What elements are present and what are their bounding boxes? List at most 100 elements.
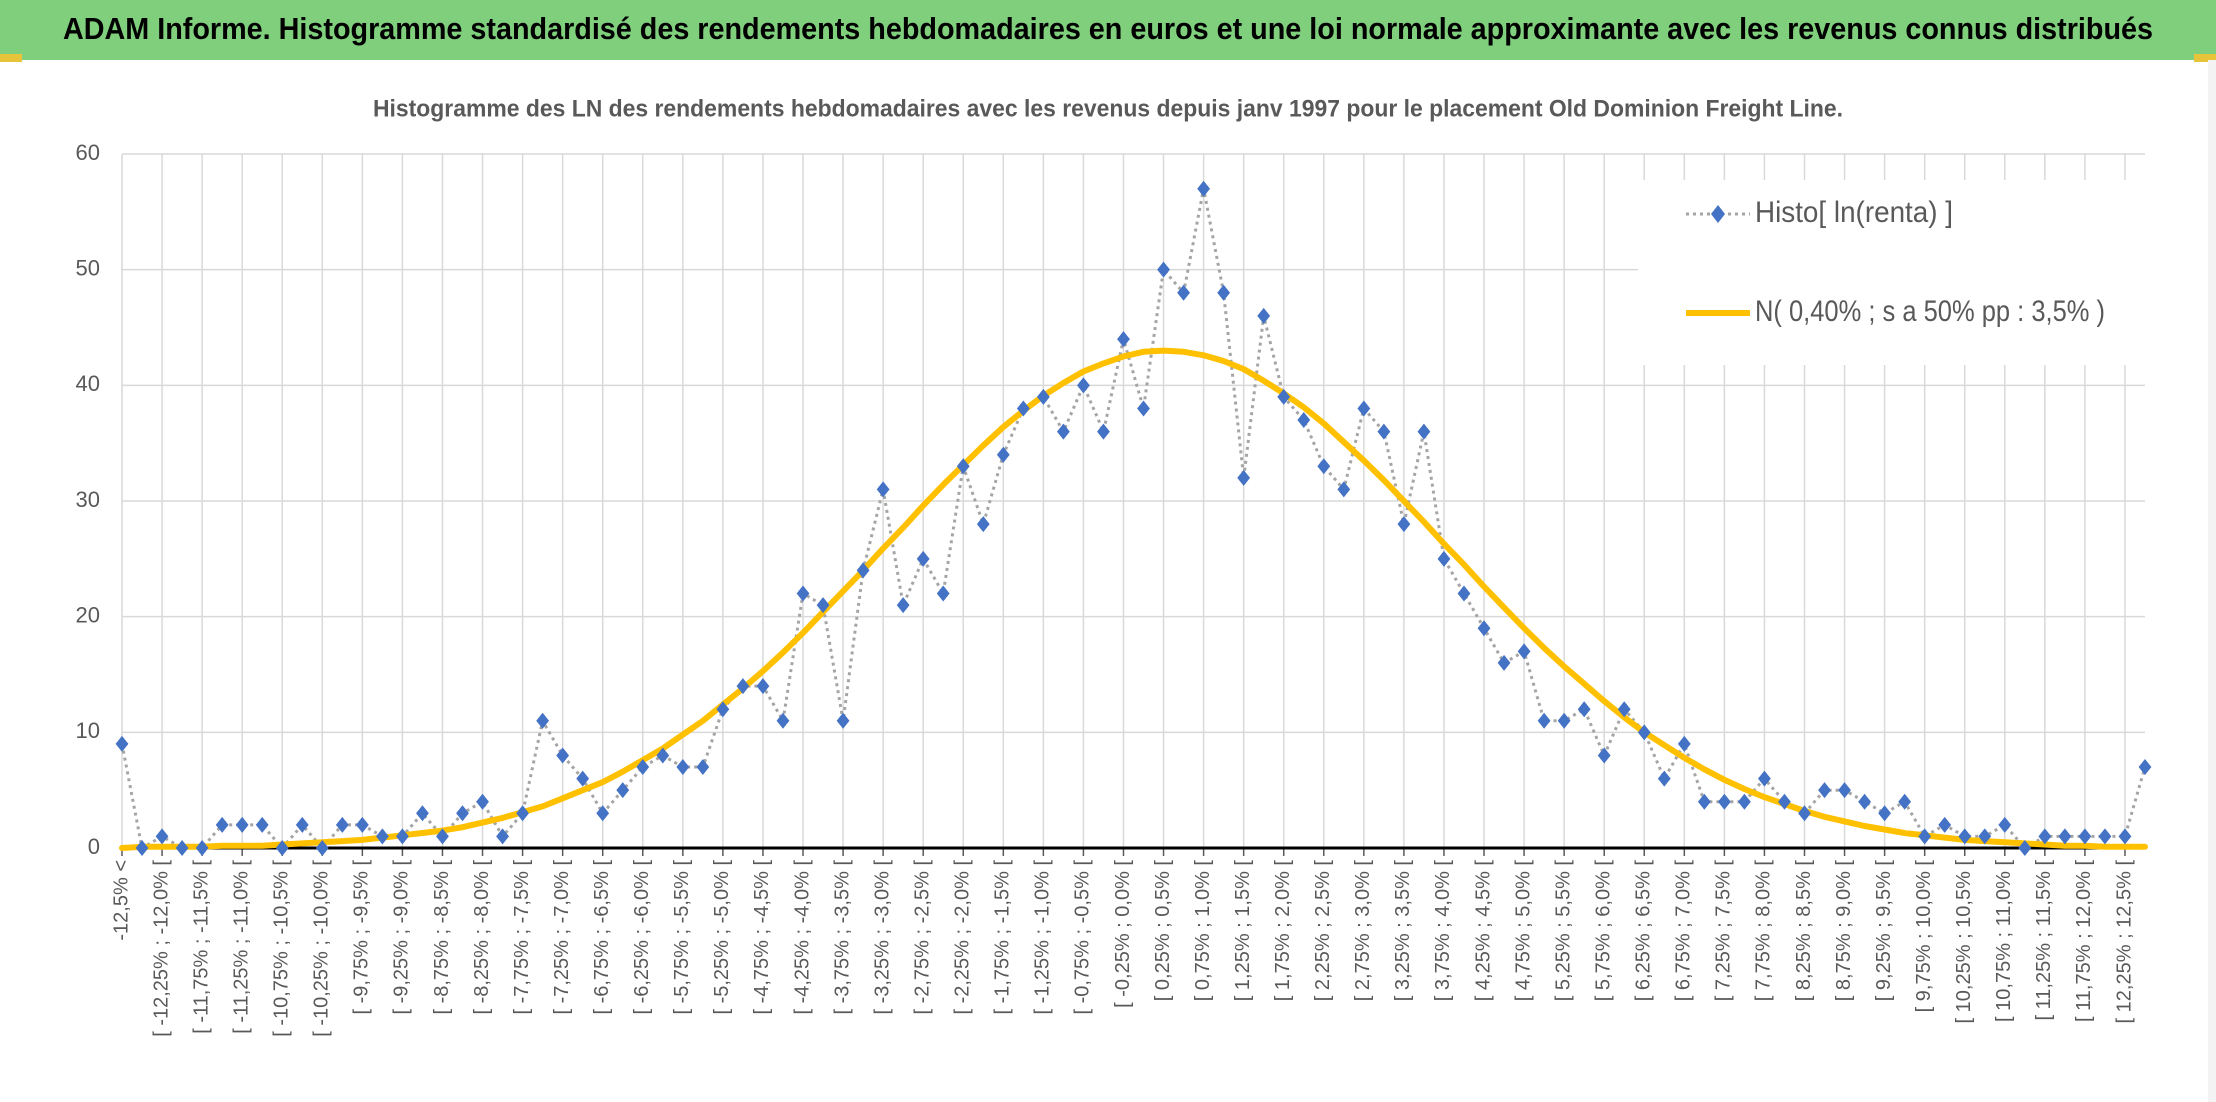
data-point xyxy=(696,759,710,776)
data-point xyxy=(2098,828,2112,845)
data-point xyxy=(1377,423,1391,440)
x-tick-label: [ 11,25% ; 11,5% [ xyxy=(2033,860,2055,1021)
x-tick-label: [ -2,75% ; -2,5% [ xyxy=(911,860,933,1015)
data-point xyxy=(335,816,349,833)
data-point xyxy=(1157,261,1170,278)
x-tick-label: [ 2,75% ; 3,0% [ xyxy=(1352,860,1374,1002)
data-point xyxy=(1097,423,1110,440)
data-point xyxy=(2078,828,2092,845)
x-tick-label: [ 3,75% ; 4,0% [ xyxy=(1432,860,1454,1002)
x-tick-label: [ 11,75% ; 12,0% [ xyxy=(2073,860,2095,1022)
x-tick-label: [ 0,75% ; 1,0% [ xyxy=(1192,860,1214,1002)
data-point xyxy=(2138,759,2152,776)
data-point xyxy=(115,735,129,752)
data-point xyxy=(416,805,429,822)
data-point xyxy=(2058,828,2072,845)
data-point xyxy=(916,550,930,567)
x-tick-label: [ 10,25% ; 10,5% [ xyxy=(1953,860,1975,1024)
data-point xyxy=(1637,724,1651,741)
data-point xyxy=(1958,828,1972,845)
x-tick-label: [ -10,75% ; -10,5% [ xyxy=(271,860,293,1037)
data-point xyxy=(1778,793,1791,810)
data-point xyxy=(155,828,169,845)
data-point xyxy=(2018,840,2032,856)
x-tick-label: [ -11,25% ; -11,0% [ xyxy=(230,860,252,1034)
y-tick-label: 20 xyxy=(76,602,100,627)
x-tick-label: [ 9,25% ; 9,5% [ xyxy=(1873,860,1895,1002)
x-tick-label: [ 8,25% ; 8,5% [ xyxy=(1793,860,1815,1002)
x-tick-label: [ 3,25% ; 3,5% [ xyxy=(1392,860,1414,1002)
x-tick-label: [ 1,75% ; 2,0% [ xyxy=(1272,860,1294,1002)
data-point xyxy=(1457,585,1471,602)
data-point xyxy=(1677,735,1691,752)
data-point xyxy=(1077,377,1090,394)
x-tick-label: -12,5% < xyxy=(110,860,132,941)
data-point xyxy=(496,828,509,845)
data-point xyxy=(436,828,449,845)
y-tick-label: 30 xyxy=(76,487,100,512)
data-point xyxy=(355,816,369,833)
data-point xyxy=(836,712,850,729)
data-point xyxy=(1978,828,1992,845)
data-point xyxy=(1417,423,1431,440)
x-tick-label: [ -4,75% ; -4,5% [ xyxy=(751,860,773,1015)
data-point xyxy=(876,481,890,498)
data-point xyxy=(1537,712,1551,729)
data-point xyxy=(1257,307,1271,324)
data-point xyxy=(1137,400,1150,417)
data-point xyxy=(896,597,910,614)
y-tick-label: 50 xyxy=(76,255,100,280)
data-point xyxy=(1998,816,2012,833)
data-point xyxy=(956,458,970,475)
x-tick-label: [ 5,75% ; 6,0% [ xyxy=(1592,860,1614,1002)
data-point xyxy=(716,701,730,718)
x-tick-label: [ -7,25% ; -7,0% [ xyxy=(551,860,573,1015)
data-point xyxy=(536,712,550,729)
data-point xyxy=(576,770,590,787)
page-edge xyxy=(2208,60,2216,1102)
x-tick-label: [ 2,25% ; 2,5% [ xyxy=(1312,860,1334,1002)
data-point xyxy=(756,678,770,695)
title-bar xyxy=(0,0,2216,60)
corner-accent xyxy=(0,54,22,62)
legend-box xyxy=(1638,180,2148,365)
data-point xyxy=(195,840,209,856)
data-point xyxy=(796,585,810,602)
data-point xyxy=(1297,412,1311,429)
x-tick-label: [ -6,75% ; -6,5% [ xyxy=(591,860,613,1015)
data-point xyxy=(1738,793,1751,810)
data-point xyxy=(476,793,489,810)
data-point xyxy=(1477,620,1491,637)
x-tick-label: [ 0,25% ; 0,5% [ xyxy=(1152,860,1174,1002)
page-title: ADAM Informe. Histogramme standardisé de… xyxy=(63,11,2153,46)
data-point xyxy=(1858,793,1871,810)
data-point xyxy=(1437,550,1451,567)
y-tick-label: 60 xyxy=(76,140,100,165)
data-point xyxy=(616,782,630,799)
data-point xyxy=(1217,284,1231,301)
data-point xyxy=(1617,701,1631,718)
data-point xyxy=(396,828,409,845)
x-tick-label: [ -5,25% ; -5,0% [ xyxy=(711,860,733,1015)
x-tick-label: [ 6,75% ; 7,0% [ xyxy=(1673,860,1695,1002)
x-tick-label: [ 12,25% ; 12,5% [ xyxy=(2113,860,2135,1024)
x-tick-label: [ -12,25% ; -12,0% [ xyxy=(150,860,172,1037)
x-tick-label: [ -0,75% ; -0,5% [ xyxy=(1072,860,1094,1015)
y-tick-label: 10 xyxy=(76,718,100,743)
data-point xyxy=(1036,388,1050,405)
data-point xyxy=(295,816,309,833)
x-tick-label: [ 7,25% ; 7,5% [ xyxy=(1713,860,1735,1002)
data-point xyxy=(1497,654,1511,671)
x-tick-label: [ 1,25% ; 1,5% [ xyxy=(1232,860,1254,1002)
y-tick-label: 0 xyxy=(88,834,100,859)
data-point xyxy=(776,712,790,729)
data-point xyxy=(676,759,690,776)
x-tick-label: [ -8,75% ; -8,5% [ xyxy=(431,860,453,1015)
data-point xyxy=(656,747,670,764)
data-point xyxy=(235,816,249,833)
data-point xyxy=(1177,284,1190,301)
data-point xyxy=(556,747,570,764)
data-point xyxy=(816,597,830,614)
data-point xyxy=(456,805,469,822)
